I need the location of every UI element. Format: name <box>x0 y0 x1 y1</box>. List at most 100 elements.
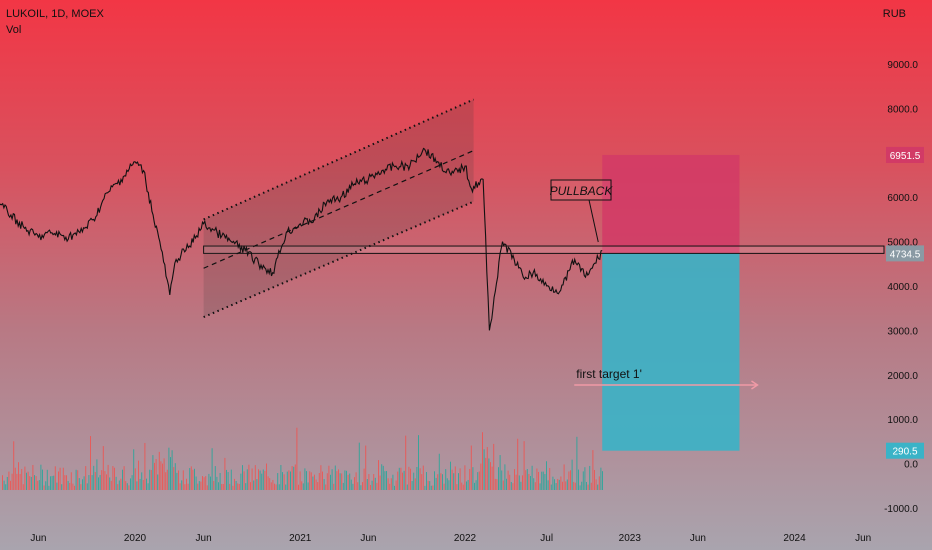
volume-bar <box>453 473 455 490</box>
volume-bar <box>290 471 291 490</box>
x-tick-label: Jun <box>30 533 46 544</box>
volume-bar <box>75 469 77 490</box>
volume-bar <box>430 485 432 490</box>
volume-bar <box>238 483 240 490</box>
volume-bar <box>602 471 603 490</box>
volume-bar <box>275 484 277 490</box>
volume-bar <box>280 465 282 490</box>
volume-bar <box>29 476 31 490</box>
volume-bar <box>237 483 239 490</box>
volume-bar <box>418 435 419 490</box>
volume-bar <box>491 466 493 490</box>
volume-bar <box>502 480 504 490</box>
volume-bar <box>67 480 69 490</box>
volume-bar <box>94 472 96 490</box>
volume-bar <box>125 481 127 490</box>
volume-bar <box>30 476 32 490</box>
volume-bar <box>166 469 168 490</box>
x-tick-label: 2021 <box>289 533 312 544</box>
pullback-label: PULLBACK <box>550 184 614 198</box>
volume-bar <box>498 467 499 490</box>
volume-bar <box>186 478 187 490</box>
volume-bar <box>366 479 368 490</box>
volume-bar <box>13 441 15 490</box>
volume-bar <box>270 482 272 490</box>
volume-bar <box>267 476 269 490</box>
y-tick-label: 2000.0 <box>887 371 918 382</box>
volume-bar <box>549 468 551 490</box>
volume-bar <box>558 479 560 490</box>
volume-bar <box>69 482 71 490</box>
price-series <box>0 147 603 331</box>
volume-bar <box>581 481 583 490</box>
volume-bar <box>104 471 106 490</box>
volume-bar <box>557 478 559 490</box>
volume-bar <box>118 480 120 490</box>
volume-bar <box>285 484 287 490</box>
volume-bar <box>522 475 523 490</box>
volume-bar <box>376 482 378 490</box>
volume-bar <box>328 465 330 490</box>
volume-bar <box>494 478 496 490</box>
volume-bar <box>288 470 290 490</box>
volume-bar <box>286 471 288 490</box>
volume-bar <box>333 483 335 490</box>
volume-bar <box>504 464 506 490</box>
volume-bar <box>259 470 261 490</box>
stop-price-label: 6951.5 <box>890 151 921 162</box>
volume-bar <box>352 483 354 490</box>
x-tick-label: Jun <box>690 533 706 544</box>
volume-bar <box>176 472 178 490</box>
volume-bar <box>358 442 360 490</box>
volume-bar <box>88 475 90 490</box>
volume-bar <box>531 465 533 490</box>
volume-bar <box>381 464 383 490</box>
volume-bar <box>98 477 99 490</box>
volume-bar <box>341 473 343 490</box>
volume-bar <box>82 479 83 490</box>
volume-bar <box>195 476 197 490</box>
volume-bar <box>189 468 191 490</box>
volume-bar <box>277 473 279 490</box>
volume-bar <box>464 465 466 490</box>
volume-bar <box>266 463 267 490</box>
volume-bar <box>598 476 600 490</box>
volume-bar <box>27 471 29 490</box>
y-tick-label: 0.0 <box>904 460 918 471</box>
volume-bar <box>509 474 511 490</box>
volume-bar <box>240 473 242 490</box>
target-zone <box>602 253 740 451</box>
volume-bar <box>130 478 131 490</box>
volume-bar <box>349 473 351 490</box>
volume-bar <box>3 480 5 490</box>
volume-bar <box>53 475 55 490</box>
volume-bar <box>86 483 88 490</box>
volume-bar <box>294 464 296 490</box>
volume-bar <box>146 478 147 490</box>
volume-bar <box>314 474 315 490</box>
volume-bar <box>155 459 157 490</box>
volume-bar <box>154 462 155 490</box>
volume-bar <box>373 474 375 490</box>
volume-bar <box>496 479 498 490</box>
volume-bar <box>134 468 136 490</box>
volume-histogram <box>2 427 603 490</box>
x-tick-label: Jun <box>855 533 871 544</box>
volume-bar <box>550 484 552 490</box>
volume-bar <box>48 485 50 490</box>
volume-bar <box>432 485 434 490</box>
volume-bar <box>390 478 392 490</box>
volume-bar <box>61 484 63 490</box>
volume-bar <box>542 471 544 490</box>
volume-bar <box>38 480 40 490</box>
volume-bar <box>326 473 328 490</box>
volume-bar <box>115 476 117 490</box>
volume-bar <box>93 465 95 490</box>
volume-bar <box>302 483 304 490</box>
volume-bar <box>59 467 61 490</box>
volume-bar <box>310 472 312 490</box>
volume-bar <box>510 481 512 490</box>
volume-bar <box>370 484 371 490</box>
volume-bar <box>42 469 43 490</box>
